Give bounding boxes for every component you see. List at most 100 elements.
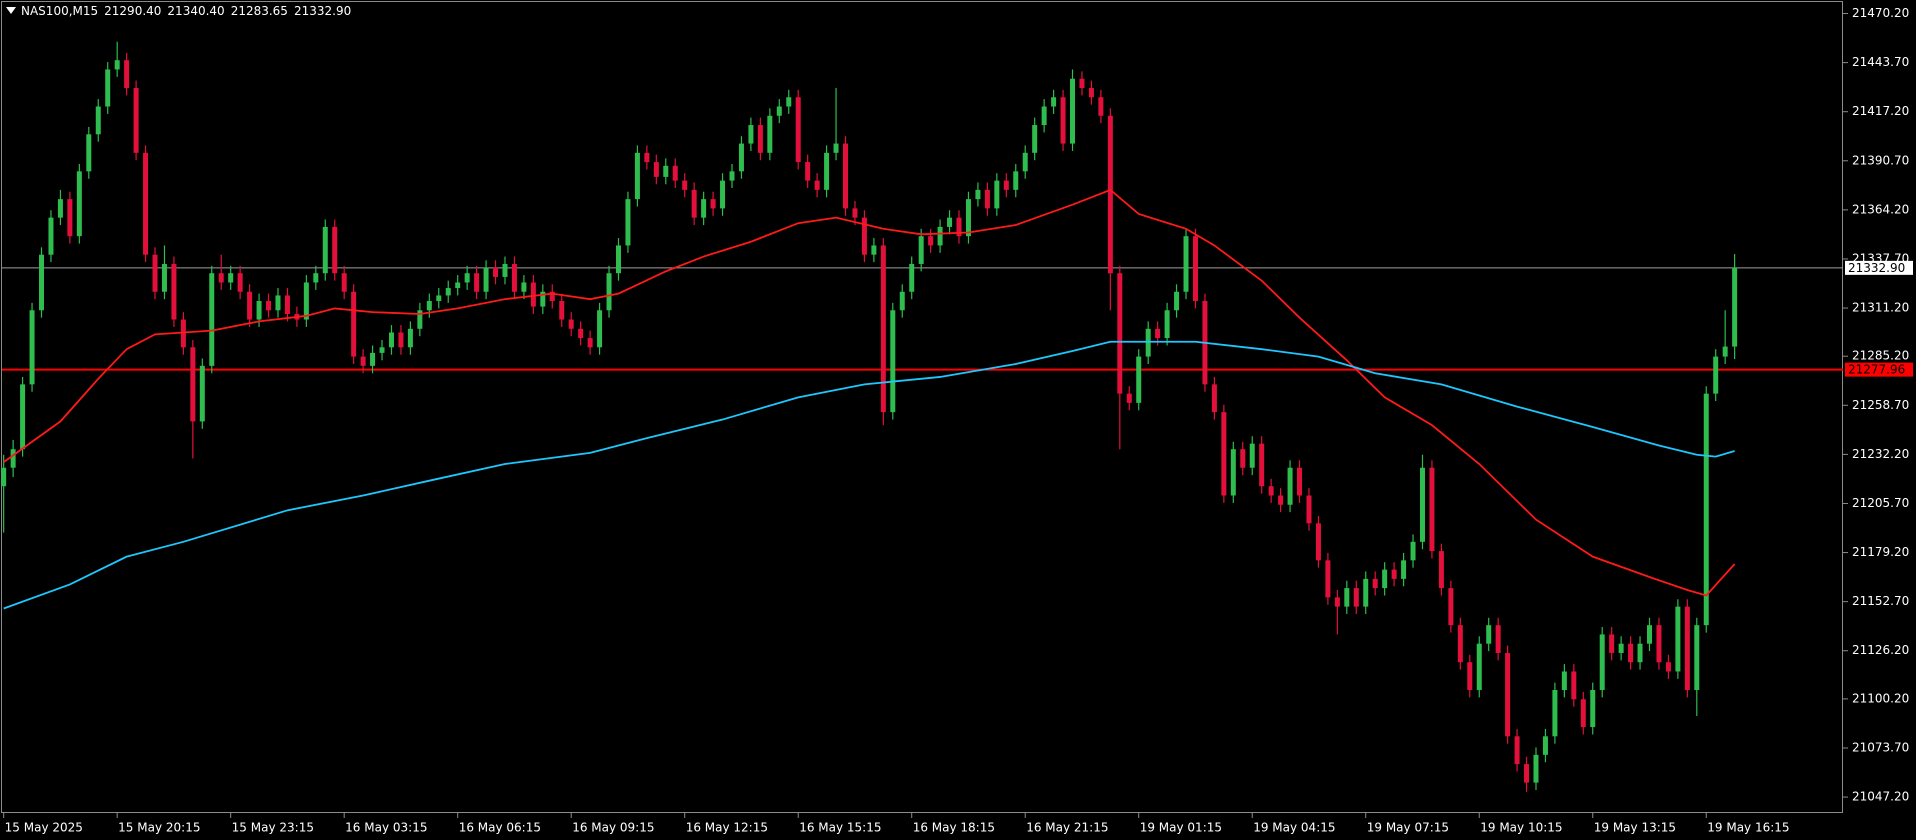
y-tick-label: 21390.70 xyxy=(1852,153,1909,167)
candle-body xyxy=(852,208,858,218)
candle-body xyxy=(199,365,205,422)
x-tick-label: 19 May 16:15 xyxy=(1707,821,1789,835)
y-tick-label: 21311.20 xyxy=(1852,301,1909,315)
candle-body xyxy=(814,180,820,190)
y-tick-label: 21073.70 xyxy=(1852,740,1909,754)
candle-body xyxy=(937,226,943,246)
y-tick-label: 21205.70 xyxy=(1852,496,1909,510)
candle-body xyxy=(1041,106,1047,126)
candle-body xyxy=(1060,97,1066,144)
candle-body xyxy=(360,356,366,366)
bid-line-box xyxy=(1845,260,1913,275)
candle-body xyxy=(180,319,186,348)
candle-body xyxy=(67,199,73,237)
candle-body xyxy=(1457,625,1463,663)
candle-body xyxy=(209,273,215,366)
candle-body xyxy=(871,245,877,255)
candle-body xyxy=(1732,267,1738,347)
level-line-box xyxy=(1845,362,1913,377)
menu-arrow[interactable] xyxy=(6,7,16,14)
candle-body xyxy=(1325,560,1331,598)
candle-body xyxy=(1126,393,1132,403)
y-tick-label: 21100.20 xyxy=(1852,691,1909,705)
candle-body xyxy=(493,267,499,277)
candle-body xyxy=(606,273,612,311)
y-tick-label: 21232.20 xyxy=(1852,447,1909,461)
x-tick-label: 16 May 03:15 xyxy=(345,821,427,835)
candle-body xyxy=(388,332,394,348)
candle-body xyxy=(228,273,234,283)
candle-body xyxy=(1552,690,1558,737)
candle-body xyxy=(994,180,1000,209)
candle-body xyxy=(1315,523,1321,561)
high-label: 21340.40 xyxy=(167,4,225,18)
candle-body xyxy=(114,60,120,70)
candle-body xyxy=(417,310,423,329)
x-tick-label: 16 May 15:15 xyxy=(799,821,881,835)
candle-body xyxy=(672,165,678,181)
candle-body xyxy=(1542,736,1548,755)
candle-body xyxy=(965,199,971,237)
candle-body xyxy=(1334,597,1340,607)
candle-body xyxy=(824,152,830,190)
candle-body xyxy=(928,236,934,246)
candle-body xyxy=(275,295,281,311)
candle-body xyxy=(1117,273,1123,394)
candle-body xyxy=(521,282,527,292)
candle-body xyxy=(1278,495,1284,505)
candle-body xyxy=(1221,412,1227,496)
candle-body xyxy=(634,152,640,200)
candle-body xyxy=(161,263,167,292)
candle-body xyxy=(95,106,101,135)
candle-body xyxy=(455,282,461,289)
candle-body xyxy=(1694,625,1700,691)
candle-body xyxy=(341,273,347,292)
candle-body xyxy=(1618,643,1624,653)
candle-body xyxy=(1287,467,1293,505)
candle-body xyxy=(786,97,792,107)
candle-body xyxy=(795,97,801,163)
candle-body xyxy=(1107,115,1113,274)
candle-body xyxy=(1032,125,1038,153)
candle-body xyxy=(1230,449,1236,496)
candle-body xyxy=(918,236,924,264)
candle-body xyxy=(1022,152,1028,172)
candle-body xyxy=(10,449,16,468)
candle-body xyxy=(1665,662,1671,672)
candle-body xyxy=(266,301,272,311)
candle-body xyxy=(1637,643,1643,663)
candle-body xyxy=(748,125,754,144)
candle-body xyxy=(1713,356,1719,394)
moving-average-line xyxy=(3,188,1736,597)
candle-body xyxy=(1344,588,1350,607)
candle-body xyxy=(1098,97,1104,116)
candle-body xyxy=(256,301,262,320)
candle-body xyxy=(1401,560,1407,579)
candle-body xyxy=(805,162,811,181)
plot xyxy=(1,41,1843,792)
candle-body xyxy=(1136,356,1142,403)
candle-body xyxy=(587,338,593,348)
candle-body xyxy=(1438,551,1444,589)
candle-body xyxy=(1656,625,1662,663)
candle-body xyxy=(729,171,735,181)
moving-average-line xyxy=(3,340,1735,610)
x-tick-label: 19 May 13:15 xyxy=(1594,821,1676,835)
candle-body xyxy=(464,273,470,283)
x-tick-label: 16 May 06:15 xyxy=(459,821,541,835)
candle-body xyxy=(1533,754,1539,783)
candle-body xyxy=(549,291,555,302)
candle-body xyxy=(284,295,290,314)
candle-body xyxy=(843,143,849,209)
level-line-label: 21277.96 xyxy=(1848,363,1905,377)
candle-body xyxy=(379,347,385,353)
candle-body xyxy=(1467,662,1473,691)
candle-body xyxy=(322,226,328,274)
candle-body xyxy=(1051,97,1057,107)
candle-body xyxy=(1079,78,1085,88)
candle-body xyxy=(1419,467,1425,542)
candle-body xyxy=(1249,443,1255,468)
candle-body xyxy=(39,254,45,311)
candle-body xyxy=(1628,643,1634,663)
